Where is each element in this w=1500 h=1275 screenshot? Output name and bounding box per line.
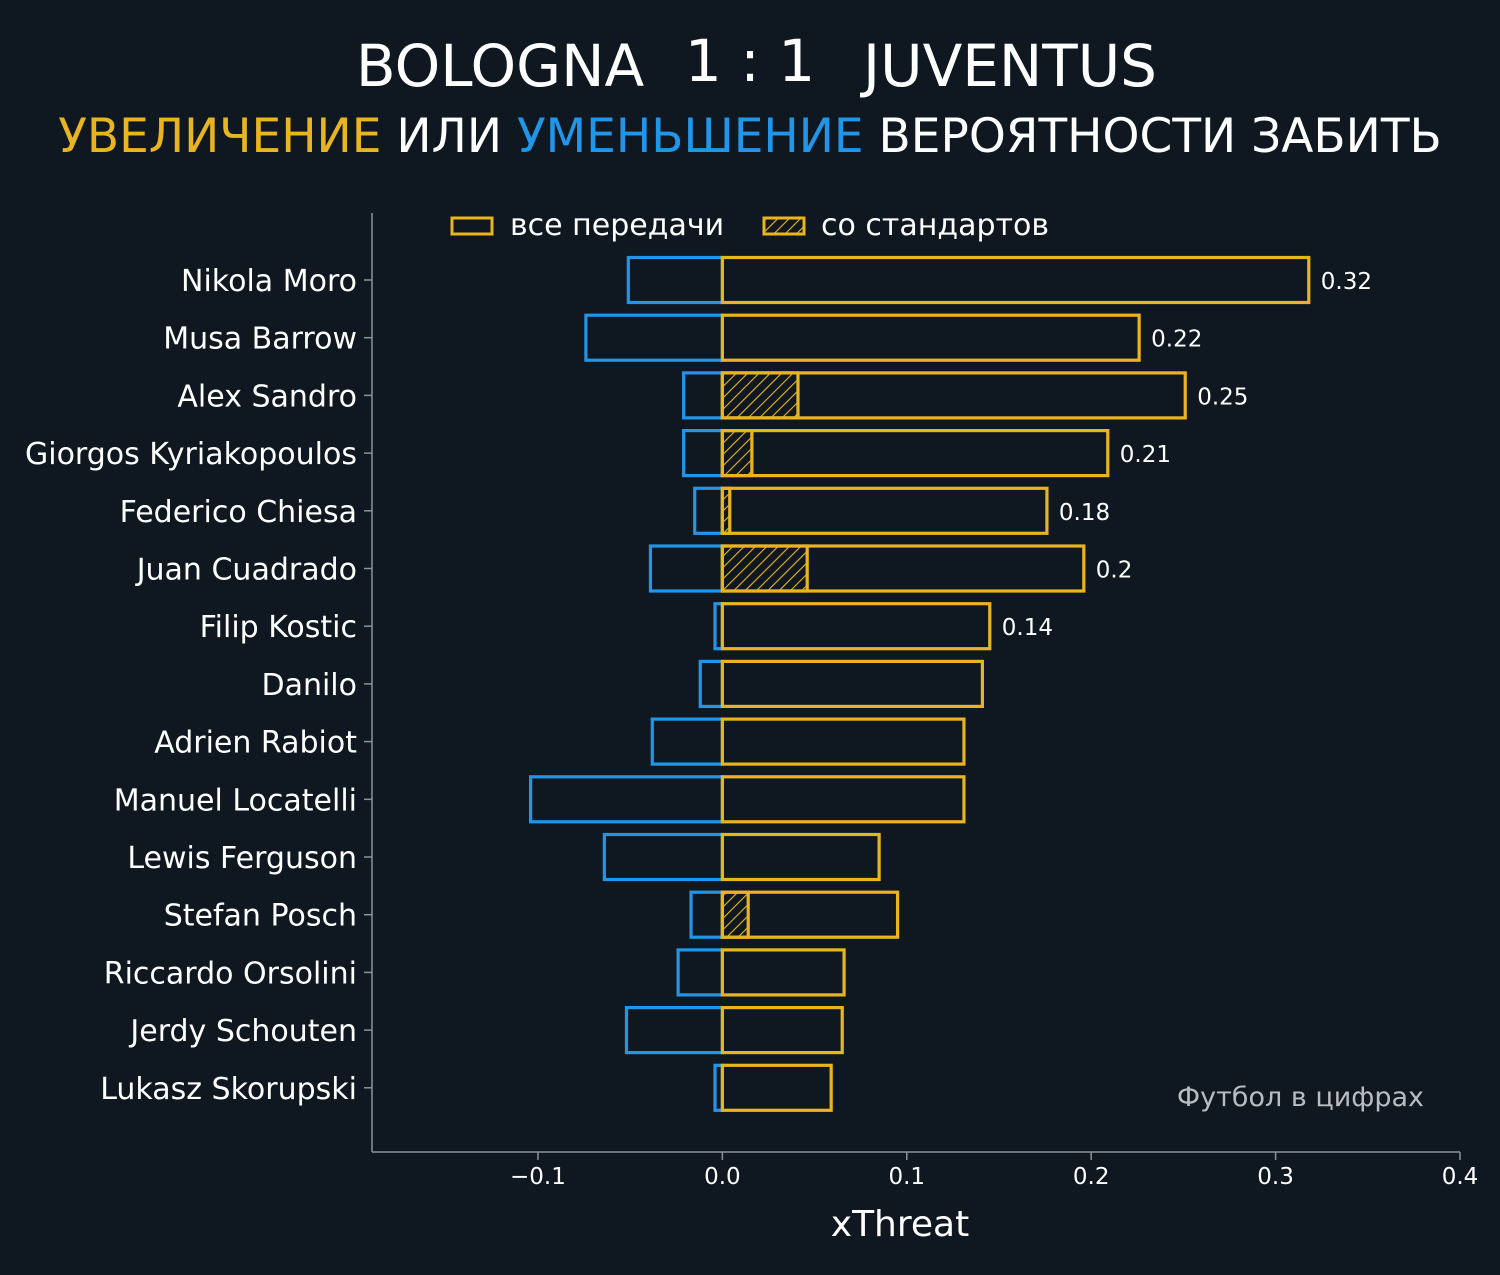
value-label: 0.22 — [1151, 327, 1202, 353]
watermark: Футбол в цифрах — [1177, 1082, 1424, 1113]
legend-swatch-set-pieces — [762, 216, 806, 236]
bar-negative — [698, 659, 724, 709]
x-tick-label: 0.2 — [1073, 1164, 1110, 1190]
bar-positive — [720, 486, 1049, 535]
y-tick-label: Manuel Locatelli — [114, 783, 357, 818]
x-tick-label: 0.1 — [888, 1164, 925, 1190]
subtitle-increase: УВЕЛИЧЕНИЕ — [58, 109, 381, 164]
y-tick-label: Jerdy Schouten — [128, 1014, 357, 1049]
value-label: 0.21 — [1120, 442, 1171, 468]
bar-negative — [528, 775, 724, 824]
y-tick-label: Giorgos Kyriakopoulos — [25, 437, 357, 472]
bar-set-pieces — [720, 429, 754, 478]
subtitle-or: ИЛИ — [381, 109, 517, 164]
legend-swatch-all-passes — [450, 216, 494, 236]
bar-positive — [720, 832, 881, 882]
bar-negative — [584, 313, 724, 362]
bar-positive — [720, 1063, 833, 1112]
value-label: 0.25 — [1197, 384, 1248, 410]
bar-positive — [720, 371, 1187, 420]
value-label: 0.2 — [1096, 558, 1133, 584]
plot-area: 0.32 0.22 0.25 0.21 0.18 0.2 0.14 — [528, 255, 1372, 1112]
x-tick-label: 0.0 — [704, 1164, 741, 1190]
y-tick-label: Musa Barrow — [163, 322, 357, 357]
bar-positive — [720, 775, 966, 824]
bar-set-pieces — [720, 371, 800, 420]
x-tick-labels: −0.1 0.0 0.1 0.2 0.3 0.4 — [510, 1152, 1478, 1190]
legend-label-all-passes: все передачи — [510, 208, 724, 243]
value-label: 0.32 — [1321, 269, 1372, 295]
bar-negative — [682, 429, 724, 478]
chart-legend: все передачи со стандартов — [450, 208, 1049, 243]
bar-negative — [648, 544, 724, 593]
bar-negative — [626, 255, 724, 305]
bar-negative — [602, 832, 724, 882]
axes — [371, 213, 1460, 1153]
y-tick-label: Lewis Ferguson — [127, 841, 357, 876]
bar-positive — [720, 255, 1311, 305]
bar-negative — [650, 717, 724, 766]
bar-set-pieces — [720, 544, 809, 593]
x-tick-label: 0.4 — [1442, 1164, 1479, 1190]
bar-positive — [720, 544, 1086, 593]
legend-label-set-pieces: со стандартов — [821, 208, 1049, 243]
bar-negative — [689, 890, 724, 939]
bar-positive — [720, 429, 1110, 478]
y-tick-label: Filip Kostic — [200, 610, 357, 645]
y-tick-label: Federico Chiesa — [120, 495, 357, 530]
subtitle-rest: ВЕРОЯТНОСТИ ЗАБИТЬ — [864, 109, 1442, 164]
x-tick-label: 0.3 — [1257, 1164, 1294, 1190]
y-tick-label: Stefan Posch — [164, 899, 357, 934]
y-tick-label: Riccardo Orsolini — [104, 956, 357, 991]
y-tick-label: Alex Sandro — [177, 379, 357, 414]
match-score: 1 : 1 — [685, 27, 815, 95]
y-tick-labels: Nikola Moro Musa Barrow Alex Sandro Giorgos… — [25, 264, 372, 1107]
y-tick-label: Danilo — [261, 668, 357, 703]
chart-subtitle: УВЕЛИЧЕНИЕ ИЛИ УМЕНЬШЕНИЕ ВЕРОЯТНОСТИ ЗА… — [58, 109, 1442, 164]
home-team-title: BOLOGNA — [356, 32, 645, 100]
bar-negative — [682, 371, 724, 420]
away-team-title: JUVENTUS — [860, 32, 1157, 100]
bar-negative — [693, 486, 724, 535]
bar-positive — [720, 1005, 844, 1055]
bar-positive — [720, 313, 1141, 362]
bar-positive — [720, 659, 984, 709]
bar-positive — [720, 890, 900, 939]
value-label: 0.14 — [1002, 615, 1053, 641]
bar-negative — [624, 1005, 724, 1055]
y-tick-label: Adrien Rabiot — [154, 726, 357, 761]
y-tick-label: Lukasz Skorupski — [100, 1072, 357, 1107]
subtitle-decrease: УМЕНЬШЕНИЕ — [517, 109, 864, 164]
y-tick-label: Juan Cuadrado — [135, 553, 357, 588]
bar-positive — [720, 602, 992, 651]
bar-positive — [720, 948, 846, 997]
bar-negative — [676, 948, 724, 997]
x-axis-label: xThreat — [831, 1204, 969, 1245]
y-tick-label: Nikola Moro — [181, 264, 357, 299]
bar-set-pieces — [720, 890, 750, 939]
bar-positive — [720, 717, 966, 766]
value-label: 0.18 — [1059, 500, 1110, 526]
x-tick-label: −0.1 — [510, 1164, 566, 1190]
